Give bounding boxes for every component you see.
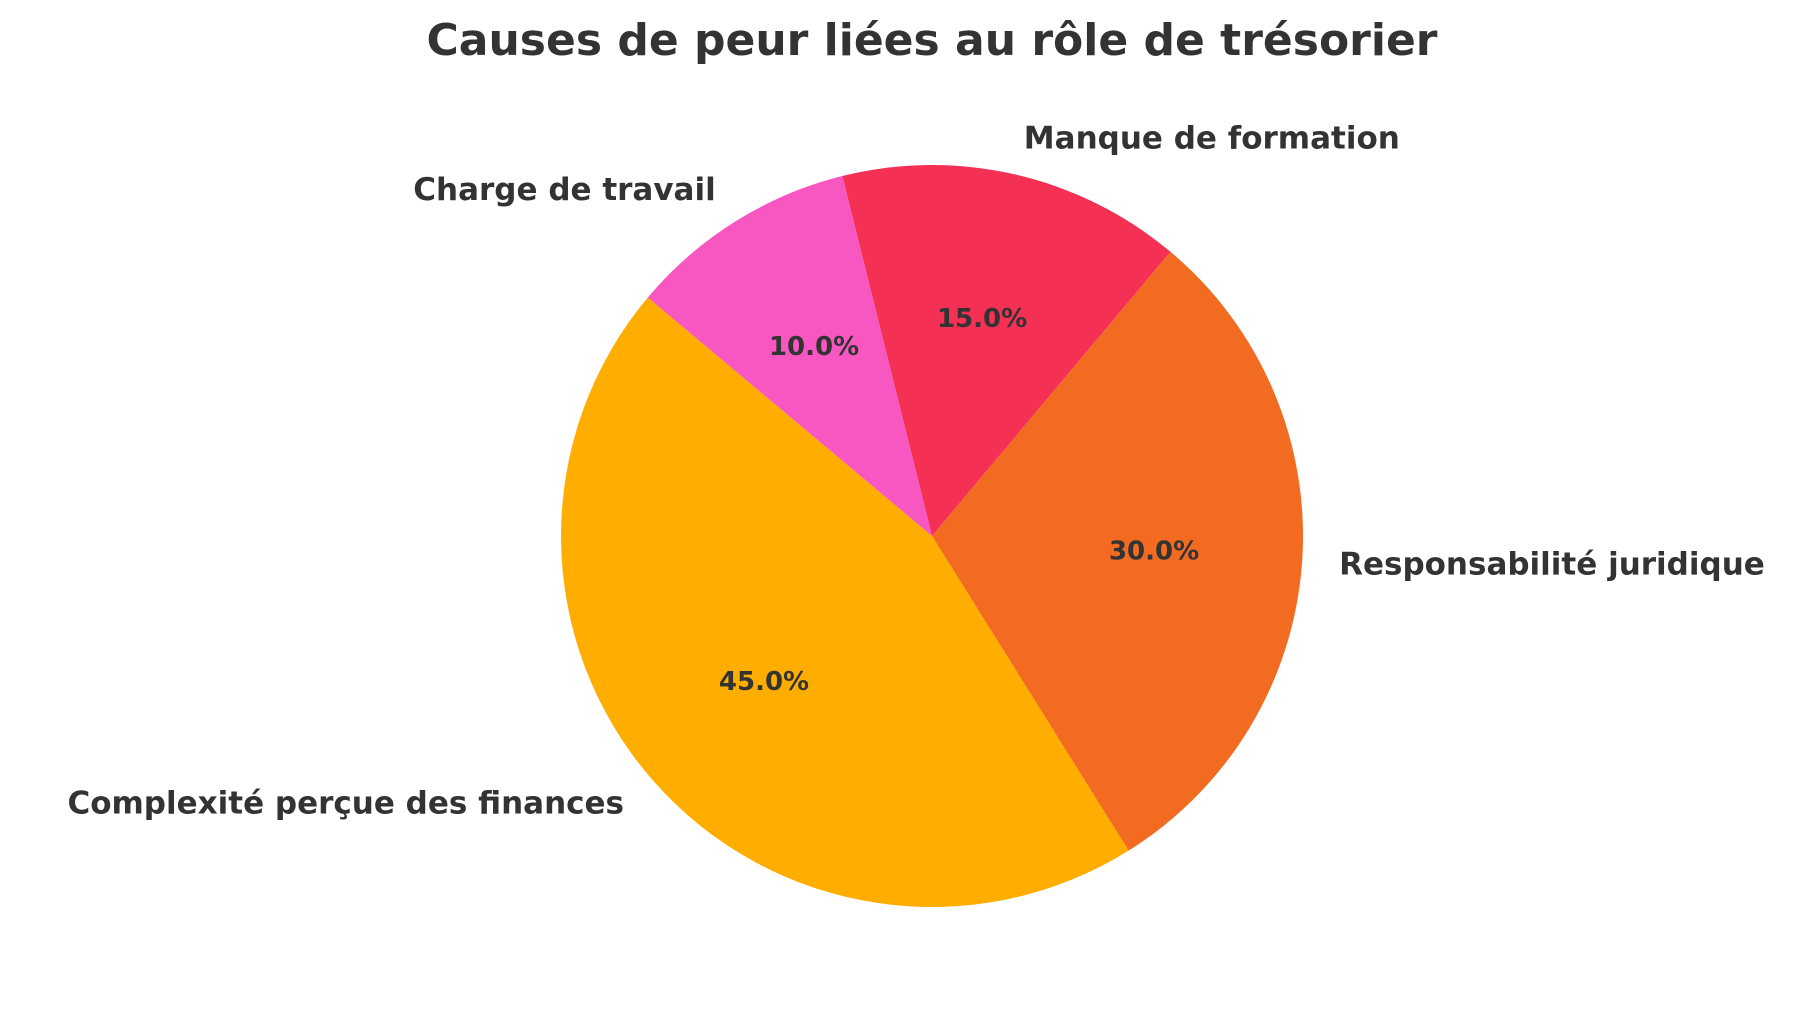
pie-labels: 45.0% Complexité perçue des finances 30.0%… bbox=[67, 120, 1764, 821]
pie-slice-4 bbox=[647, 176, 932, 537]
chart-title: Causes de peur liées au rôle de trésorie… bbox=[426, 15, 1437, 66]
pie-slice-label-1: Complexité perçue des finances bbox=[67, 786, 624, 822]
pie-slices bbox=[560, 165, 1303, 908]
pie-slice-label-2: Responsabilité juridique bbox=[1339, 546, 1765, 582]
pie-slice-3 bbox=[842, 165, 1171, 536]
pie-slice-percent-3: 15.0% bbox=[937, 304, 1027, 334]
pie-slice-2 bbox=[932, 251, 1303, 851]
pie-slice-1 bbox=[560, 297, 1129, 908]
pie-slice-label-3: Manque de formation bbox=[1024, 120, 1400, 156]
pie-slice-percent-2: 30.0% bbox=[1109, 537, 1199, 567]
pie-slice-label-4: Charge de travail bbox=[413, 172, 715, 208]
pie-slice-percent-4: 10.0% bbox=[769, 332, 859, 362]
pie-slice-percent-1: 45.0% bbox=[719, 667, 809, 697]
